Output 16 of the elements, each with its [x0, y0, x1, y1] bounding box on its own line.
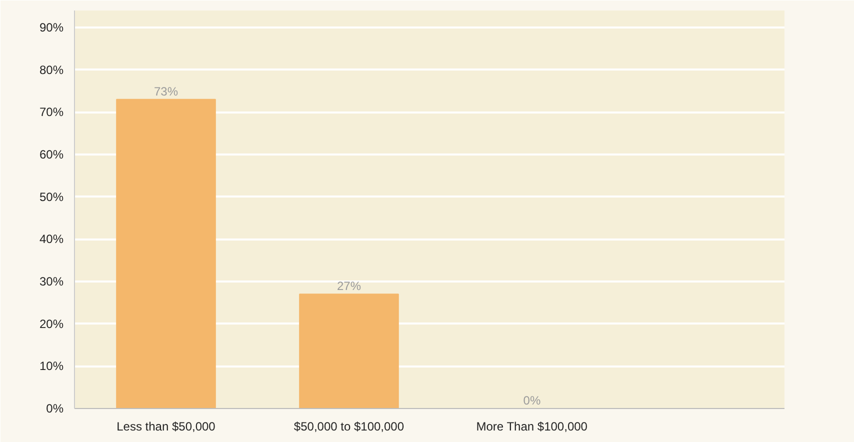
- x-tick-label: More Than $100,000: [476, 420, 588, 434]
- y-tick-label: 60%: [39, 147, 64, 162]
- y-tick-label: 0%: [46, 402, 64, 416]
- x-tick-label: $50,000 to $100,000: [294, 420, 404, 434]
- data-label: 27%: [336, 279, 362, 294]
- y-tick-label: 40%: [39, 232, 64, 246]
- y-tick-label: 30%: [39, 274, 64, 288]
- data-label: 73%: [154, 84, 178, 98]
- data-label: 0%: [523, 394, 541, 408]
- y-tick-label: 80%: [39, 62, 64, 77]
- y-tick-label: 50%: [39, 190, 64, 204]
- x-tick-label: Less than $50,000: [116, 420, 216, 434]
- y-tick-label: 20%: [39, 316, 64, 331]
- y-tick-label: 70%: [39, 105, 64, 120]
- y-tick-label: 10%: [39, 359, 64, 374]
- y-tick-label: 90%: [39, 20, 64, 34]
